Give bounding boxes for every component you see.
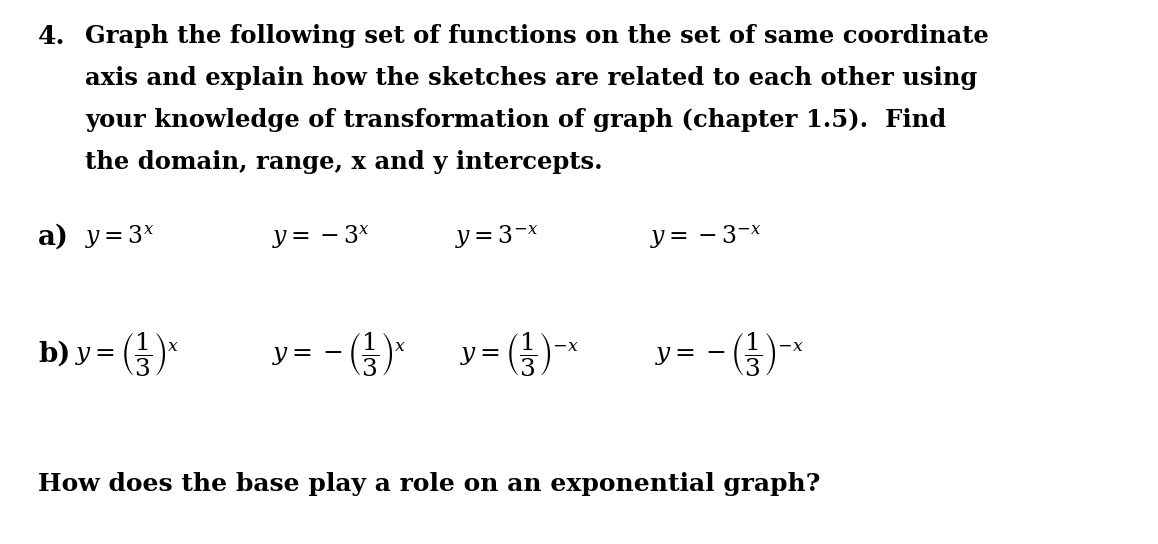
Text: axis and explain how the sketches are related to each other using: axis and explain how the sketches are re… bbox=[85, 66, 977, 90]
Text: Graph the following set of functions on the set of same coordinate: Graph the following set of functions on … bbox=[85, 24, 989, 48]
Text: $y = 3^{-x}$: $y = 3^{-x}$ bbox=[455, 224, 538, 251]
Text: a): a) bbox=[38, 224, 69, 250]
Text: $y = -3^{-x}$: $y = -3^{-x}$ bbox=[650, 224, 762, 251]
Text: $y = 3^{x}$: $y = 3^{x}$ bbox=[85, 224, 154, 251]
Text: 4.: 4. bbox=[38, 24, 66, 49]
Text: $y = -\left(\dfrac{1}{3}\right)^{x}$: $y = -\left(\dfrac{1}{3}\right)^{x}$ bbox=[272, 330, 406, 378]
Text: your knowledge of transformation of graph (chapter 1.5).  Find: your knowledge of transformation of grap… bbox=[85, 108, 946, 132]
Text: $y = \left(\dfrac{1}{3}\right)^{x}$: $y = \left(\dfrac{1}{3}\right)^{x}$ bbox=[75, 330, 179, 378]
Text: the domain, range, x and y intercepts.: the domain, range, x and y intercepts. bbox=[85, 150, 602, 174]
Text: $y = \left(\dfrac{1}{3}\right)^{-x}$: $y = \left(\dfrac{1}{3}\right)^{-x}$ bbox=[460, 330, 579, 378]
Text: $y = -3^{x}$: $y = -3^{x}$ bbox=[272, 224, 371, 251]
Text: How does the base play a role on an exponential graph?: How does the base play a role on an expo… bbox=[38, 472, 820, 496]
Text: b): b) bbox=[38, 341, 71, 368]
Text: $y = -\left(\dfrac{1}{3}\right)^{-x}$: $y = -\left(\dfrac{1}{3}\right)^{-x}$ bbox=[655, 330, 805, 378]
